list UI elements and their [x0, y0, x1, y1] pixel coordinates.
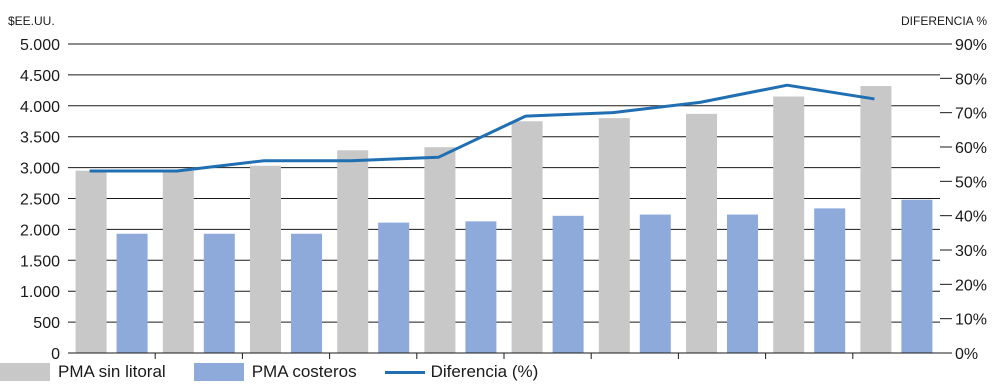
difference-series-line — [89, 83, 875, 173]
bar-sin-litoral — [773, 96, 805, 353]
bar-sin-litoral — [598, 118, 630, 353]
y-left-unit-label: $EE.UU. — [8, 14, 55, 28]
bar-sin-litoral — [424, 147, 456, 353]
y-left-tick-label: 4.000 — [20, 99, 60, 116]
bar-sin-litoral — [860, 86, 892, 354]
legend-swatch-diferencia — [384, 370, 425, 374]
x-tick-label: 2007 — [268, 358, 304, 360]
legend-label-diferencia: Diferencia (%) — [430, 362, 539, 381]
y-left-tick-label: 1.500 — [20, 253, 60, 270]
y-right-tick-label: 60% — [955, 140, 987, 157]
y-right-tick-label: 70% — [955, 106, 987, 123]
bar-costeros — [639, 214, 671, 353]
bar-sin-litoral — [162, 170, 194, 353]
bar-costeros — [552, 215, 584, 353]
y-left-tick-label: 3.000 — [20, 161, 60, 178]
chart-svg: 0 500 1.000 1.500 2.000 2.500 3.000 3.500 4.000 4… — [8, 14, 987, 360]
bar-costeros — [727, 214, 758, 353]
legend-item-sin-litoral: PMA sin litoral — [0, 362, 166, 382]
bar-sin-litoral — [511, 121, 543, 353]
x-tick-label: 2012 — [704, 358, 740, 360]
y-right-tick-label: 0% — [955, 346, 978, 360]
x-tick-label: 2013 — [791, 358, 827, 360]
y-left-tick-label: 500 — [33, 315, 60, 332]
y-left-tick-label: 5.000 — [20, 37, 60, 54]
bar-costeros — [116, 233, 148, 353]
legend-swatch-costeros — [193, 363, 244, 381]
x-tick-label: 2005 — [94, 358, 130, 360]
y-right-unit-label: DIFERENCIA % — [901, 14, 987, 28]
bar-sin-litoral — [337, 150, 369, 353]
legend: PMA sin litoral PMA costeros Diferencia … — [0, 360, 566, 384]
y-right-tick-label: 40% — [955, 209, 987, 226]
bars — [75, 86, 933, 354]
bar-costeros — [901, 199, 933, 353]
y-right-tick-label: 10% — [955, 312, 987, 329]
legend-label-sin-litoral: PMA sin litoral — [58, 362, 166, 381]
bar-sin-litoral — [250, 165, 281, 353]
y-right-tick-label: 80% — [955, 71, 987, 88]
y-left-tick-label: 3.500 — [20, 130, 60, 147]
y-right-tick-label: 50% — [955, 174, 987, 191]
y-right-tick-label: 20% — [955, 277, 987, 294]
legend-swatch-sin-litoral — [0, 363, 50, 381]
legend-item-diferencia: Diferencia (%) — [384, 362, 539, 382]
difference-line — [89, 83, 875, 173]
x-tick-label: 2008 — [355, 358, 391, 360]
bar-costeros — [465, 221, 497, 353]
y-right-tick-label: 90% — [955, 37, 987, 54]
y-left-tick-label: 2.500 — [20, 192, 60, 209]
legend-item-costeros: PMA costeros — [193, 362, 357, 382]
y-left-tick-label: 1.000 — [20, 284, 60, 301]
bar-sin-litoral — [686, 113, 717, 353]
grid-lines — [68, 43, 940, 323]
legend-label-costeros: PMA costeros — [251, 362, 357, 381]
x-tick-label: 2010 — [530, 358, 566, 360]
y-left-tick-label: 0 — [51, 346, 60, 360]
axes: 0 500 1.000 1.500 2.000 2.500 3.000 3.500 4.000 4… — [20, 37, 987, 360]
bar-costeros — [378, 222, 410, 353]
bar-costeros — [291, 233, 322, 353]
y-left-tick-label: 2.000 — [20, 222, 60, 239]
y-left-tick-label: 4.500 — [20, 68, 60, 85]
x-tick-label: 2014 — [879, 358, 915, 360]
x-tick-label: 2009 — [443, 358, 479, 360]
x-tick-label: 2006 — [181, 358, 217, 360]
y-right-tick-label: 30% — [955, 243, 987, 260]
x-tick-label: 2011 — [618, 358, 653, 360]
bar-costeros — [814, 208, 846, 353]
bar-sin-litoral — [75, 170, 107, 353]
bar-costeros — [203, 233, 235, 353]
